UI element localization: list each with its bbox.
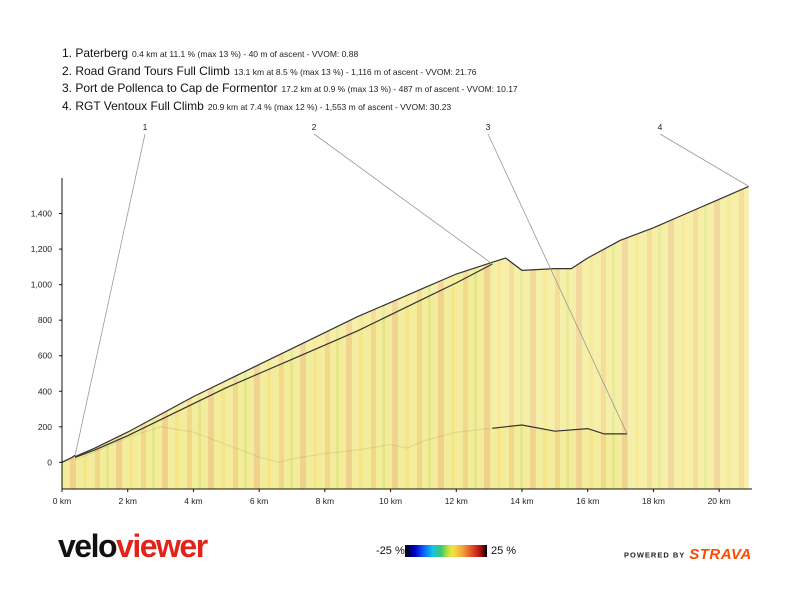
x-tick-label: 4 km [184,496,202,506]
x-tick-label: 16 km [576,496,599,506]
legend-item-name: 4. RGT Ventoux Full Climb [62,98,204,113]
legend-item-stats: 0.4 km at 11.1 % (max 13 %) - 40 m of as… [132,49,359,59]
climb-area-2 [62,264,493,489]
climb-profile-line-1 [61,454,76,463]
logo-text-velo: velo [58,528,118,564]
x-tick-label: 8 km [316,496,334,506]
callout-label-1: 1 [143,122,148,132]
powered-by-strava: POWERED BY STRAVA [624,546,752,564]
callout-lines: 1 2 3 4 [74,122,749,456]
profile-areas [61,185,749,489]
climb-legend: 1. Paterberg 0.4 km at 11.1 % (max 13 %) … [62,44,518,114]
y-tick-label: 800 [38,315,52,325]
legend-item-stats: 20.9 km at 7.4 % (max 12 %) - 1,553 m of… [207,101,452,112]
y-tick-label: 1,000 [31,280,53,290]
y-tick-label: 1,200 [31,244,53,254]
climb-profile-line-4 [61,185,749,463]
callout-label-3: 3 [486,122,491,132]
y-tick-label: 1,400 [31,209,53,219]
legend-item-1[interactable]: 1. Paterberg 0.4 km at 11.1 % (max 13 %) … [62,44,518,62]
callout-line-1 [74,133,146,456]
x-tick-label: 0 km [53,496,71,506]
legend-item-stats: 13.1 km at 8.5 % (max 13 %) - 1,116 m of… [233,66,477,77]
powered-by-text: POWERED BY [624,550,686,560]
x-tick-label: 18 km [642,496,665,506]
callout-line-2 [313,133,493,265]
legend-item-name: 2. Road Grand Tours Full Climb [62,63,230,78]
legend-item-2[interactable]: 2. Road Grand Tours Full Climb 13.1 km at… [62,62,518,80]
strava-logo: STRAVA [689,546,752,564]
y-tick-label: 400 [38,386,52,396]
legend-item-3[interactable]: 3. Port de Pollenca to Cap de Formentor 1… [62,79,518,97]
y-tick-label: 0 [47,457,52,467]
x-tick-label: 10 km [379,496,402,506]
legend-item-name: 3. Port de Pollenca to Cap de Formentor [62,81,278,95]
callout-line-3 [487,133,628,435]
x-tick-label: 12 km [445,496,468,506]
y-tick-label: 200 [38,422,52,432]
y-tick-label: 600 [38,351,52,361]
x-tick-label: 6 km [250,496,268,506]
legend-item-name: 1. Paterberg [62,46,129,60]
x-tick-label: 20 km [708,496,731,506]
chart-axes: 0 200 400 600 800 1,000 1,200 1,400 0 km 2 km 4 km… [31,178,752,506]
callout-label-4: 4 [658,122,663,132]
scale-max-label: 25 % [491,545,517,557]
x-tick-label: 2 km [119,496,137,506]
veloviewer-logo: veloviewer [58,528,208,564]
climb-profile-line-2 [61,263,493,463]
legend-item-4[interactable]: 4. RGT Ventoux Full Climb 20.9 km at 7.4 … [62,97,518,115]
callout-label-2: 2 [312,122,317,132]
legend-item-stats: 17.2 km at 0.9 % (max 13 %) - 487 m of a… [281,84,518,94]
callout-line-4 [659,133,749,187]
logo-text-viewer: viewer [116,528,208,564]
gradient-color-bar [405,545,487,557]
x-tick-label: 14 km [510,496,533,506]
climb-area-1 [62,455,76,489]
scale-min-label: -25 % [376,545,405,557]
